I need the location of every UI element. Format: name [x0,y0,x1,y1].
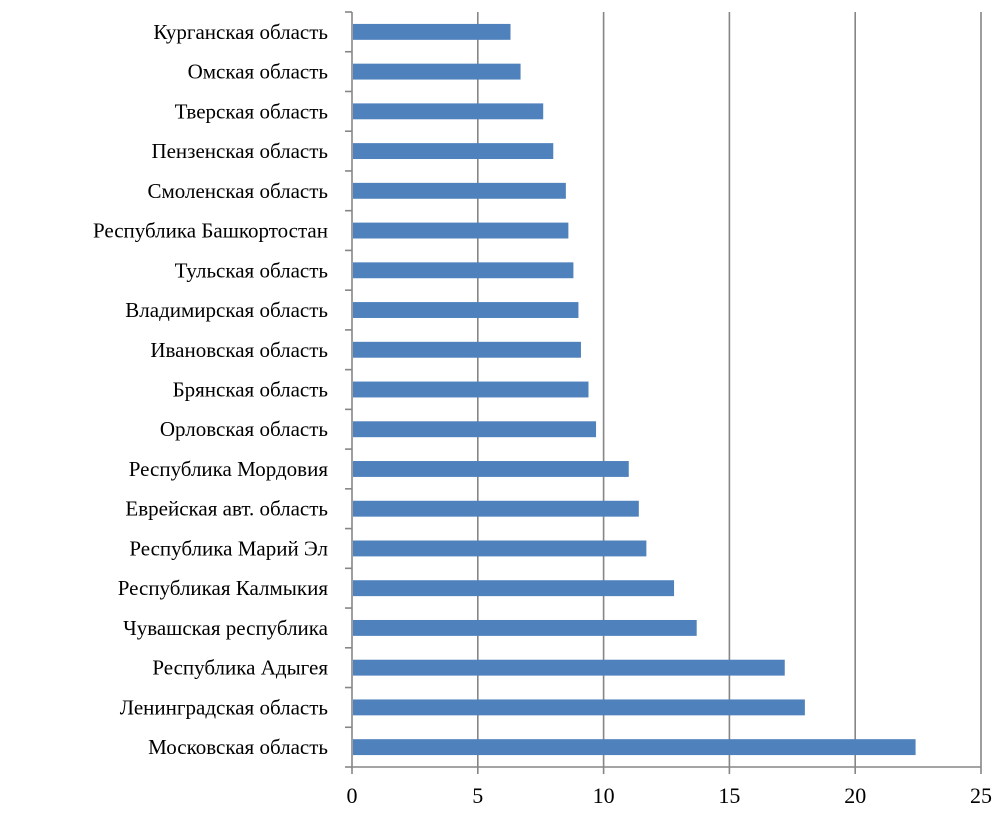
bar [353,341,581,358]
axis-layer [345,11,982,774]
bar [353,699,805,716]
bar [353,619,697,636]
category-label: Чувашская республика [123,616,329,640]
label-layer: 0 5 10 15 20 25 Курганская область Омская облас… [93,20,992,808]
category-label: Московская область [148,735,328,759]
bar [353,302,579,318]
category-label: Республика Башкортостан [93,219,328,243]
category-label: Курганская область [153,20,328,44]
bar [353,540,647,557]
bar [353,580,675,597]
category-label: Республикая Калмыкия [118,576,329,600]
x-tick-label: 20 [844,783,866,808]
bar [353,421,597,438]
bar [353,222,569,239]
bar [353,461,629,477]
category-label: Республика Марий Эл [129,536,328,560]
bar [353,23,511,40]
grid-layer [476,12,982,767]
category-label: Владимирская область [125,298,328,322]
bar [353,182,566,199]
bar [353,103,544,120]
bar [353,500,639,517]
category-label: Республика Мордовия [129,457,329,481]
category-label: Республика Адыгея [152,656,328,680]
x-tick-label: 15 [718,783,740,808]
bar [353,143,554,160]
x-tick-label: 5 [472,783,483,808]
bar [353,262,574,279]
category-label: Ивановская область [150,338,328,362]
category-label: Тульская область [175,258,328,282]
bar-layer [353,23,916,756]
bar [353,381,589,398]
category-label: Ленинградская область [120,695,328,719]
category-label: Тверская область [175,99,328,123]
x-tick-label: 25 [970,783,992,808]
category-label: Еврейская авт. область [125,497,328,521]
x-tick-label: 0 [347,783,358,808]
category-label: Орловская область [160,417,328,441]
category-label: Пензенская область [151,139,328,163]
category-label: Смоленская область [147,179,328,203]
bar [353,659,785,676]
category-label: Омская область [188,60,328,84]
x-tick-label: 10 [593,783,615,808]
bar [353,739,916,756]
category-label: Брянская область [173,378,328,402]
bar [353,63,521,80]
